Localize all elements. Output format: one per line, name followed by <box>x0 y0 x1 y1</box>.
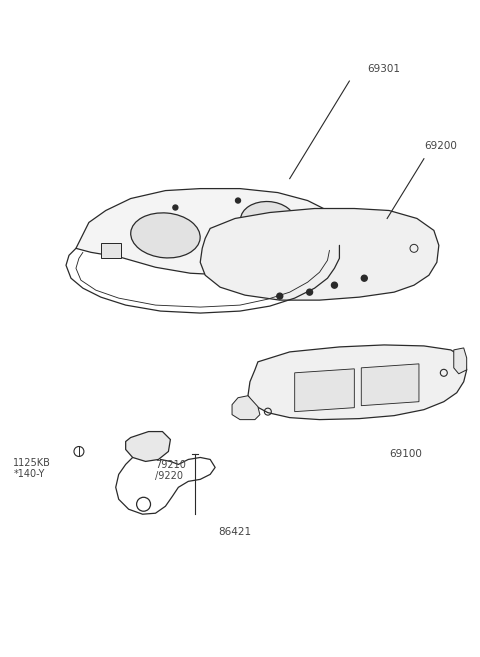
Ellipse shape <box>240 202 295 239</box>
Polygon shape <box>295 369 354 412</box>
Polygon shape <box>248 345 467 420</box>
Text: 86421: 86421 <box>218 527 251 537</box>
Polygon shape <box>200 208 439 300</box>
Text: 69200: 69200 <box>424 141 457 150</box>
Circle shape <box>292 213 297 218</box>
Text: 69100: 69100 <box>389 449 422 459</box>
Polygon shape <box>101 243 120 258</box>
Circle shape <box>332 283 337 288</box>
Text: 69301: 69301 <box>368 64 401 74</box>
Ellipse shape <box>131 213 200 258</box>
Circle shape <box>173 205 178 210</box>
Polygon shape <box>454 348 467 374</box>
Circle shape <box>236 198 240 203</box>
Circle shape <box>361 275 367 281</box>
Polygon shape <box>232 396 260 420</box>
Text: 1125KB
*140-Y: 1125KB *140-Y <box>13 458 51 480</box>
Polygon shape <box>361 364 419 405</box>
Text: 79210
/9220: 79210 /9220 <box>156 460 186 482</box>
Circle shape <box>307 289 312 295</box>
Polygon shape <box>76 189 344 275</box>
Polygon shape <box>126 432 170 461</box>
Circle shape <box>277 293 283 299</box>
